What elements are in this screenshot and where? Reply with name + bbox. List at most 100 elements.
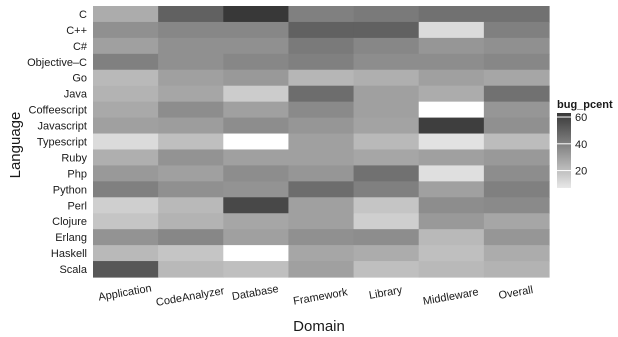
heatmap-cell (288, 245, 355, 262)
y-tick-labels: C C++ C# Objective–C Go Java Coffeescript Javas… (27, 9, 88, 276)
y-tick-label: Scala (59, 264, 87, 276)
heatmap-cell (418, 245, 485, 262)
x-tick-label: CodeAnalyzer (155, 285, 225, 309)
heatmap-cell (483, 181, 550, 198)
heatmap-cell (288, 101, 355, 119)
heatmap-cell (418, 197, 485, 214)
heatmap-cell (223, 69, 290, 87)
heatmap-cell (483, 149, 550, 167)
heatmap-cell (418, 229, 485, 246)
heatmap-cell (93, 181, 159, 198)
y-tick-label: Coffeescript (29, 105, 88, 117)
heatmap-cell (288, 53, 355, 71)
y-tick-label: Java (64, 89, 88, 101)
heatmap-cell (418, 21, 485, 39)
heatmap-cell (158, 53, 224, 71)
heatmap-cell (93, 197, 159, 214)
heatmap-cell (418, 149, 485, 167)
heatmap-cell (353, 149, 420, 167)
heatmap-cell (353, 213, 420, 230)
heatmap-cell (158, 117, 224, 135)
heatmap-cell (288, 165, 355, 182)
heatmap-cell (223, 6, 290, 23)
heatmap-cell (288, 85, 355, 103)
heatmap-cell (158, 197, 224, 214)
heatmap-cell (483, 213, 550, 230)
heatmap-cell (483, 229, 550, 246)
heatmap-cell (288, 69, 355, 87)
heatmap-cell (418, 117, 485, 135)
heatmap-cell (418, 101, 485, 119)
heatmap-cell (288, 6, 355, 23)
legend: bug_pcent 20 40 60 (557, 99, 613, 188)
heatmap-cell (353, 6, 420, 23)
heatmap-cell (288, 37, 355, 55)
heatmap-cell (93, 37, 159, 55)
heatmap-cell (93, 6, 159, 23)
y-tick-label: Javascript (37, 121, 87, 133)
heatmap-cell (483, 37, 550, 55)
heatmap-cell (353, 229, 420, 246)
heatmap-cell (93, 213, 159, 230)
heatmap-cell (418, 6, 485, 23)
legend-ticks: 20 40 60 (557, 112, 587, 178)
heatmap-cell (223, 149, 290, 167)
heatmap-cell (223, 229, 290, 246)
heatmap-cells (93, 6, 550, 278)
heatmap-cell (223, 245, 290, 262)
heatmap-cell (93, 133, 159, 151)
heatmap-cell (418, 85, 485, 103)
heatmap-cell (223, 197, 290, 214)
heatmap-cell (353, 181, 420, 198)
heatmap-cell (93, 245, 159, 262)
legend-tick-label: 60 (575, 112, 587, 124)
heatmap-cell (158, 213, 224, 230)
heatmap-cell (93, 53, 159, 71)
heatmap-cell (353, 261, 420, 278)
x-tick-label: Middleware (422, 286, 479, 308)
heatmap-cell (93, 69, 159, 87)
heatmap-cell (223, 261, 290, 278)
heatmap-cell (418, 53, 485, 71)
y-tick-label: Haskell (51, 248, 87, 260)
heatmap-cell (418, 165, 485, 182)
heatmap-cell (158, 101, 224, 119)
x-tick-label: Database (231, 283, 279, 303)
heatmap-cell (158, 133, 224, 151)
heatmap-cell (158, 149, 224, 167)
heatmap-cell (158, 261, 224, 278)
heatmap-cell (288, 213, 355, 230)
y-tick-label: Python (53, 184, 87, 196)
heatmap-cell (158, 85, 224, 103)
heatmap-cell (353, 165, 420, 182)
heatmap-cell (288, 149, 355, 167)
heatmap-cell (93, 165, 159, 182)
heatmap-cell (288, 229, 355, 246)
x-axis-title: Domain (293, 318, 345, 335)
heatmap-cell (483, 117, 550, 135)
y-tick-label: C (79, 9, 87, 21)
y-tick-label: Perl (67, 200, 87, 212)
y-tick-label: Objective–C (27, 57, 87, 69)
heatmap-cell (353, 85, 420, 103)
heatmap-cell (483, 6, 550, 23)
heatmap-cell (288, 117, 355, 135)
heatmap-cell (353, 101, 420, 119)
heatmap-cell (223, 21, 290, 39)
heatmap-cell (223, 85, 290, 103)
heatmap-cell (418, 69, 485, 87)
heatmap-cell (288, 197, 355, 214)
heatmap-cell (483, 53, 550, 71)
heatmap-cell (483, 21, 550, 39)
y-axis-title: Language (7, 112, 24, 179)
heatmap-cell (93, 261, 159, 278)
heatmap-cell (353, 245, 420, 262)
heatmap-cell (223, 53, 290, 71)
heatmap-cell (353, 53, 420, 71)
heatmap-cell (418, 213, 485, 230)
x-tick-label: Library (368, 284, 404, 302)
heatmap-cell (93, 101, 159, 119)
legend-title: bug_pcent (557, 99, 613, 111)
heatmap-cell (418, 181, 485, 198)
heatmap-cell (158, 69, 224, 87)
